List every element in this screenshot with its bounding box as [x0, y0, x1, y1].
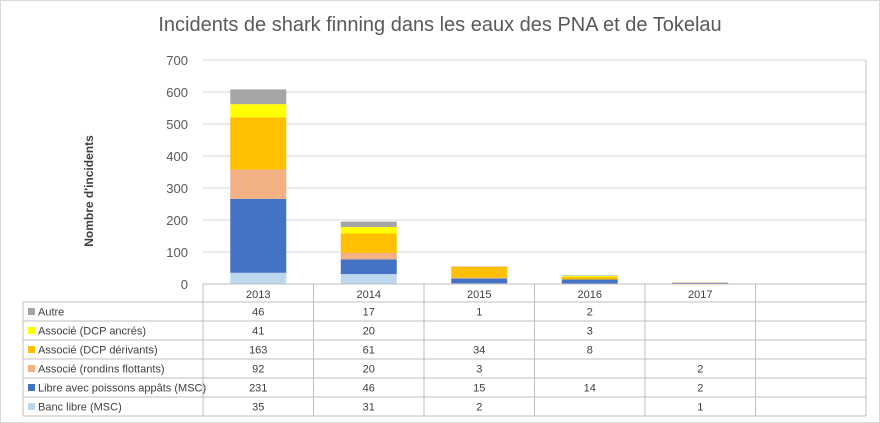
table-cell-banc-libre-msc-2013: 35	[252, 402, 264, 414]
table-cell-associe-dcp-derivants-2013: 163	[249, 345, 267, 357]
y-axis-label: Nombre d'incidents	[82, 135, 96, 247]
legend-swatch-associe-rondins-flottants	[28, 365, 35, 372]
y-tick-labels: 0 100 200 300 400 500 600 700	[166, 53, 188, 292]
table-cell-associe-dcp-ancres-2014: 20	[363, 326, 375, 338]
table-cell-libre-avec-poissons-appats-msc-2013: 231	[249, 383, 267, 395]
y-tick-0: 0	[181, 277, 188, 292]
table-cell-libre-avec-poissons-appats-msc-2014: 46	[363, 383, 375, 395]
table-cell-associe-rondins-flottants-2015: 3	[476, 364, 482, 376]
x-tick-2017: 2017	[688, 289, 712, 301]
table-cell-banc-libre-msc-2014: 31	[363, 402, 375, 414]
table-cell-associe-rondins-flottants-2017: 2	[697, 364, 703, 376]
bar-2016-associe-dcp-derivants	[561, 276, 618, 280]
y-tick-100: 100	[166, 245, 188, 260]
bar-2015-associe-rondins-flottants	[451, 277, 508, 279]
bar-2013-banc-libre-msc	[230, 272, 287, 284]
bar-2014-banc-libre-msc	[340, 274, 397, 284]
y-tick-400: 400	[166, 149, 188, 164]
table-cell-associe-dcp-derivants-2016: 8	[587, 345, 593, 357]
bar-2013-libre-avec-poissons-appats-msc	[230, 198, 287, 273]
x-tick-2015: 2015	[467, 289, 491, 301]
legend-swatch-libre-avec-poissons-appats-msc	[28, 384, 35, 391]
table-cell-libre-avec-poissons-appats-msc-2015: 15	[473, 383, 485, 395]
bar-2014-autre	[340, 221, 397, 228]
x-tick-2013: 2013	[246, 289, 270, 301]
table-cell-banc-libre-msc-2015: 2	[476, 402, 482, 414]
table-cell-associe-dcp-ancres-2016: 3	[587, 326, 593, 338]
table-cell-libre-avec-poissons-appats-msc-2016: 14	[584, 383, 596, 395]
bar-2016-libre-avec-poissons-appats-msc	[561, 279, 618, 284]
table-cell-associe-rondins-flottants-2014: 20	[363, 364, 375, 376]
y-tick-300: 300	[166, 181, 188, 196]
bar-2013-associe-rondins-flottants	[230, 169, 287, 199]
table-cell-autre-2015: 1	[476, 307, 482, 319]
legend-label-associe-dcp-ancres: Associé (DCP ancrés)	[38, 326, 146, 338]
bar-2015-associe-dcp-derivants	[451, 266, 508, 278]
chart-title: Incidents de shark finning dans les eaux…	[158, 14, 721, 36]
bar-2014-libre-avec-poissons-appats-msc	[340, 259, 397, 275]
bars	[230, 89, 729, 284]
legend-label-banc-libre-msc: Banc libre (MSC)	[38, 402, 122, 414]
bar-2014-associe-dcp-derivants	[340, 233, 397, 253]
bar-2017-libre-avec-poissons-appats-msc	[672, 283, 729, 284]
table-cell-autre-2013: 46	[252, 307, 264, 319]
bar-2014-associe-rondins-flottants	[340, 252, 397, 260]
y-tick-200: 200	[166, 213, 188, 228]
legend-label-autre: Autre	[38, 307, 64, 319]
legend-swatch-autre	[28, 308, 35, 315]
x-tick-2014: 2014	[357, 289, 381, 301]
bar-2014-associe-dcp-ancres	[340, 227, 397, 234]
x-tick-2016: 2016	[578, 289, 602, 301]
legend-label-libre-avec-poissons-appats-msc: Libre avec poissons appâts (MSC)	[38, 383, 206, 395]
table-cell-associe-dcp-derivants-2014: 61	[363, 345, 375, 357]
table-cell-autre-2016: 2	[587, 307, 593, 319]
bar-2016-autre	[561, 275, 618, 276]
grid-lines	[203, 59, 866, 285]
y-tick-600: 600	[166, 85, 188, 100]
legend-swatch-banc-libre-msc	[28, 403, 35, 410]
table-cell-associe-rondins-flottants-2013: 92	[252, 364, 264, 376]
table-cell-associe-dcp-ancres-2013: 41	[252, 326, 264, 338]
bar-2013-associe-dcp-ancres	[230, 104, 287, 118]
bar-2015-libre-avec-poissons-appats-msc	[451, 278, 508, 284]
legend-swatch-associe-dcp-derivants	[28, 346, 35, 353]
bar-2016-associe-dcp-ancres	[561, 276, 618, 277]
legend-label-associe-dcp-derivants: Associé (DCP dérivants)	[38, 345, 158, 357]
y-tick-500: 500	[166, 117, 188, 132]
table-cell-banc-libre-msc-2017: 1	[697, 402, 703, 414]
bar-2013-autre	[230, 89, 287, 105]
table-cell-autre-2014: 17	[363, 307, 375, 319]
table-cell-associe-dcp-derivants-2015: 34	[473, 345, 485, 357]
legend-label-associe-rondins-flottants: Associé (rondins flottants)	[38, 364, 165, 376]
bar-2013-associe-dcp-derivants	[230, 117, 287, 170]
bar-2017-associe-rondins-flottants	[672, 282, 729, 284]
legend-swatch-associe-dcp-ancres	[28, 327, 35, 334]
y-tick-700: 700	[166, 53, 188, 68]
table-cell-libre-avec-poissons-appats-msc-2017: 2	[697, 383, 703, 395]
